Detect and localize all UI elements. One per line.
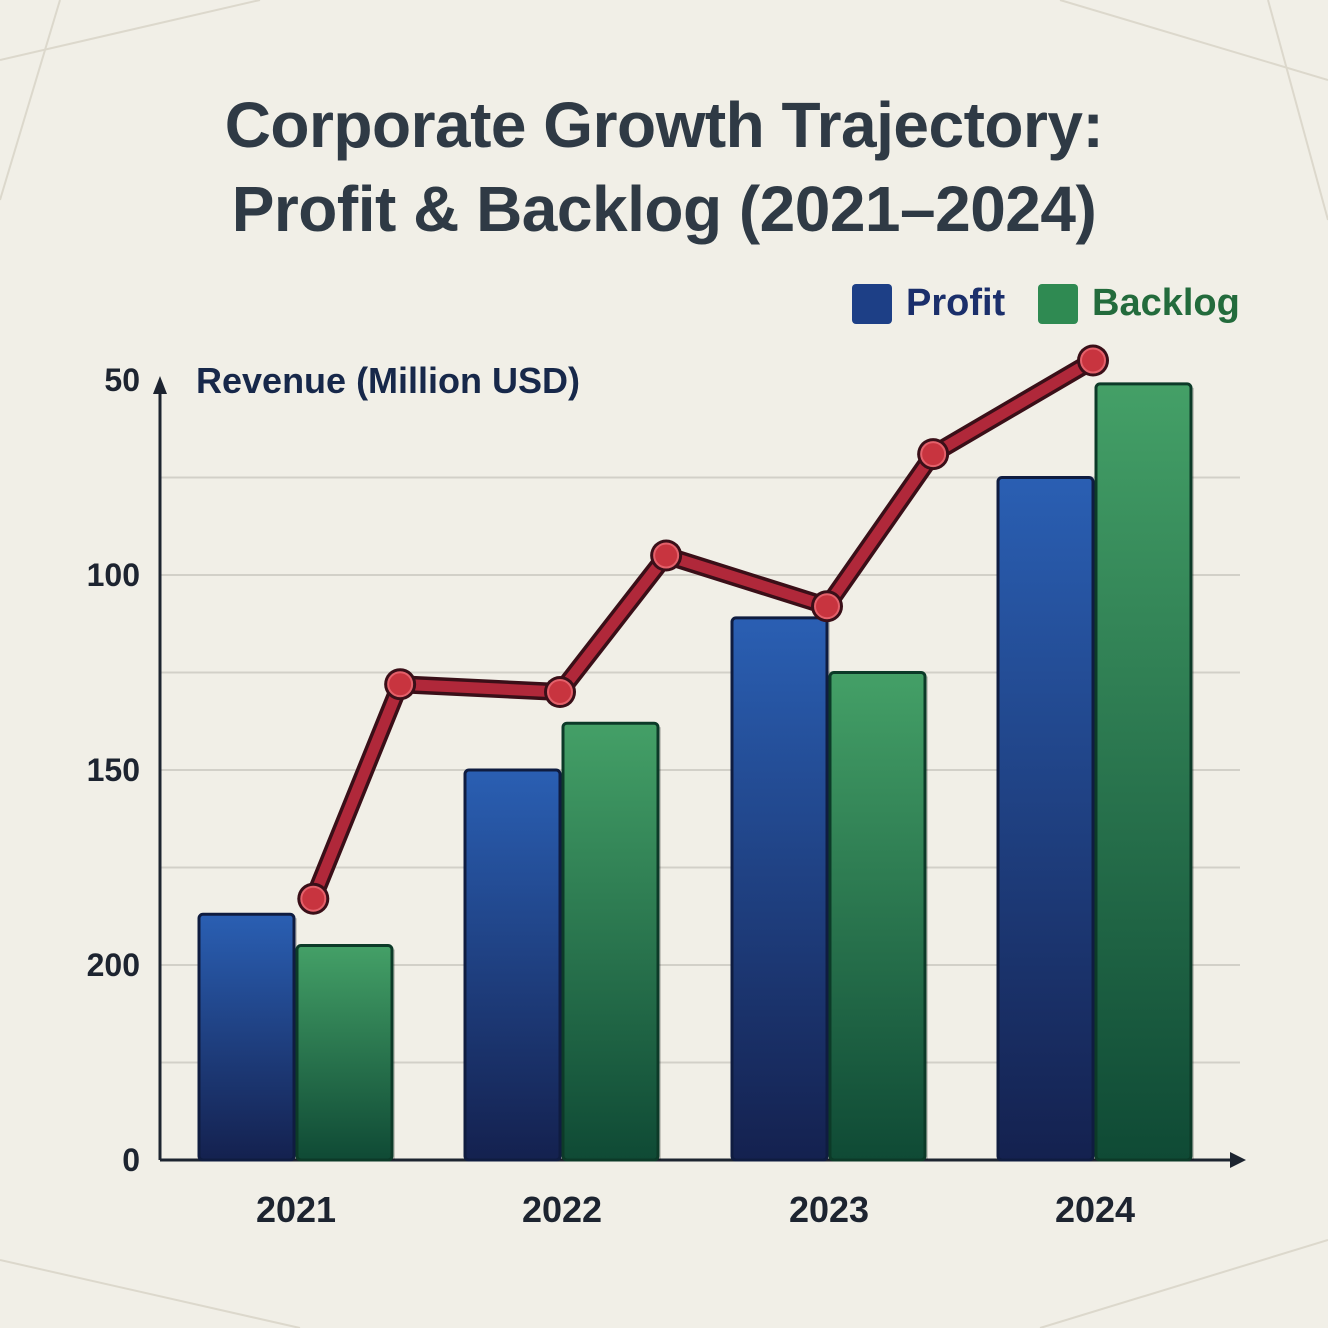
- deco-line: [1059, 0, 1328, 81]
- bar-backlog-2022: [561, 721, 660, 1162]
- bar-profit-2021: [197, 912, 296, 1162]
- y-tick-label: 200: [87, 947, 140, 983]
- legend-label-backlog: Backlog: [1092, 282, 1240, 324]
- bar-backlog-2024: [1094, 382, 1193, 1162]
- bar-backlog-2021: [295, 944, 394, 1162]
- tick-labels: 0 200 150 100 50 2021 2022 2023 2024: [87, 362, 1135, 1230]
- y-tick-label: 100: [87, 557, 140, 593]
- bars: [197, 382, 1194, 1162]
- deco-line: [0, 0, 261, 61]
- legend-item-profit: Profit: [852, 282, 1005, 325]
- legend-swatch-backlog: [1038, 283, 1078, 324]
- bar-backlog-2023: [828, 671, 927, 1162]
- trend-point-2: [547, 679, 573, 705]
- y-axis-arrow: [153, 376, 167, 394]
- trend-point-4: [814, 593, 840, 620]
- trend-point-5: [920, 441, 947, 468]
- legend-swatch-profit: [852, 283, 892, 324]
- chart-title-line1: Corporate Growth Trajectory:: [224, 89, 1104, 161]
- deco-line: [0, 1259, 301, 1328]
- x-tick-label-2024: 2024: [1055, 1189, 1135, 1230]
- x-tick-label-2022: 2022: [522, 1189, 602, 1230]
- trend-point-6: [1080, 347, 1106, 374]
- bar-profit-2022: [463, 768, 562, 1162]
- bar-profit-2023: [730, 616, 829, 1162]
- y-tick-label: 50: [104, 362, 140, 398]
- legend-label-profit: Profit: [906, 282, 1006, 324]
- deco-line: [0, 0, 61, 201]
- bar-profit-2024: [996, 476, 1095, 1162]
- y-axis-label: Revenue (Million USD): [196, 360, 581, 401]
- x-tick-label-2021: 2021: [256, 1189, 336, 1230]
- y-tick-label: 150: [87, 752, 140, 788]
- legend-item-backlog: Backlog: [1038, 282, 1240, 325]
- deco-line: [1039, 1239, 1328, 1328]
- trend-point-1: [387, 671, 414, 698]
- y-tick-label: 0: [122, 1142, 140, 1178]
- trend-line-path: [307, 355, 1099, 905]
- trend-line: [297, 344, 1109, 915]
- deco-line: [1267, 0, 1328, 221]
- x-tick-label-2023: 2023: [789, 1189, 869, 1230]
- trend-point-3: [653, 542, 680, 569]
- trend-line-outline: [304, 351, 1102, 908]
- chart-title-line2: Profit & Backlog (2021–2024): [231, 173, 1097, 245]
- x-axis-arrow: [1230, 1152, 1246, 1168]
- trend-point-0: [300, 885, 327, 912]
